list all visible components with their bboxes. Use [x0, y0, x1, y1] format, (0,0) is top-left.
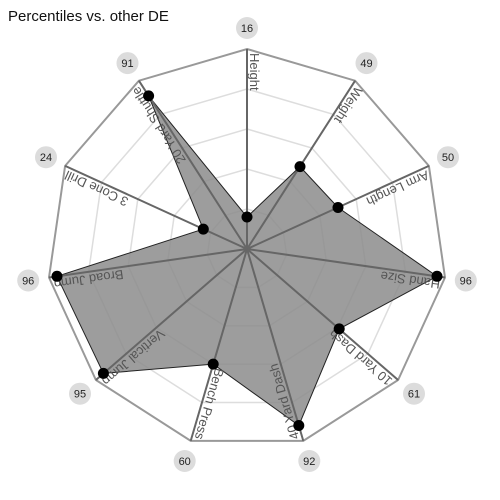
axis-label-7: Bench Press [192, 366, 227, 441]
value-badge-10 [35, 146, 57, 169]
spoke-8 [95, 248, 248, 381]
data-point-8 [97, 367, 109, 379]
value-badge-8 [69, 382, 91, 405]
spoke-6 [246, 248, 305, 442]
value-label-6: 92 [303, 456, 315, 468]
spoke-4 [246, 248, 446, 279]
axis-label-3: Arm Length [364, 168, 431, 210]
spoke-5 [246, 248, 399, 381]
data-point-9 [51, 270, 63, 282]
data-point-6 [293, 420, 305, 431]
value-label-7: 60 [179, 456, 191, 468]
data-area [56, 95, 438, 427]
axis-label-11: 20 Yard Shuttle [128, 84, 188, 166]
data-point-4 [431, 270, 443, 282]
value-label-8: 95 [74, 389, 86, 401]
grid-ring-4 [87, 88, 407, 404]
value-badge-2 [355, 52, 378, 75]
spoke-7 [189, 248, 248, 442]
value-label-11: 91 [121, 58, 133, 70]
value-badge-6 [298, 450, 321, 472]
value-badge-11 [116, 52, 139, 75]
value-label-3: 50 [442, 152, 454, 164]
axis-label-10: 3 Cone Drill [62, 168, 130, 210]
value-label-1: 16 [241, 23, 253, 35]
spoke-9 [48, 248, 248, 279]
grid-ring-5 [47, 47, 447, 442]
data-point-3 [332, 202, 344, 213]
spoke-11 [138, 80, 248, 250]
value-badge-3 [437, 146, 459, 169]
chart-title: Percentiles vs. other DE [8, 8, 169, 25]
spoke-10 [64, 164, 248, 250]
data-point-5 [333, 323, 345, 335]
value-badge-4 [454, 269, 477, 292]
data-point-11 [143, 90, 155, 102]
data-point-7 [207, 358, 219, 370]
data-point-1 [241, 211, 253, 223]
value-badge-9 [17, 269, 40, 292]
value-badge-7 [173, 450, 196, 472]
axis-label-1: Height [247, 53, 262, 91]
value-label-2: 49 [360, 58, 372, 70]
data-point-2 [294, 161, 306, 173]
value-label-5: 61 [408, 389, 420, 401]
value-badge-1 [236, 17, 258, 39]
value-label-9: 96 [22, 276, 34, 288]
value-label-4: 96 [460, 276, 472, 288]
data-point-10 [197, 223, 209, 235]
value-badge-5 [403, 382, 425, 405]
value-label-10: 24 [40, 152, 52, 164]
axis-label-5: 10 Yard Dash [326, 326, 395, 389]
